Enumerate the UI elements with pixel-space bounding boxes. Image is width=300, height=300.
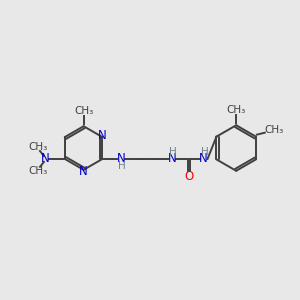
Text: H: H bbox=[169, 147, 177, 157]
Text: CH₃: CH₃ bbox=[226, 105, 246, 116]
Text: H: H bbox=[118, 161, 126, 171]
Text: CH₃: CH₃ bbox=[74, 106, 93, 116]
Text: N: N bbox=[117, 152, 126, 165]
Text: CH₃: CH₃ bbox=[28, 142, 48, 152]
Text: N: N bbox=[98, 129, 107, 142]
Text: N: N bbox=[79, 165, 88, 178]
Text: H: H bbox=[201, 147, 208, 157]
Text: O: O bbox=[184, 170, 193, 183]
Text: CH₃: CH₃ bbox=[28, 166, 48, 176]
Text: N: N bbox=[167, 152, 176, 165]
Text: N: N bbox=[199, 152, 208, 165]
Text: N: N bbox=[40, 152, 49, 165]
Text: CH₃: CH₃ bbox=[264, 125, 284, 135]
